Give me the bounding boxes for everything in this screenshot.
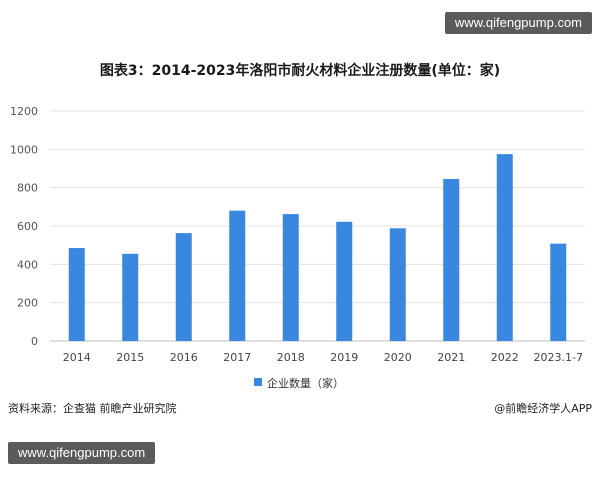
y-tick-label: 200 xyxy=(17,297,38,310)
bar xyxy=(175,233,192,341)
y-tick-label: 1200 xyxy=(10,105,38,118)
gridlines xyxy=(50,110,585,342)
bar xyxy=(336,221,353,341)
x-tick-label: 2023.1-7 xyxy=(534,351,583,364)
watermark-bottom: www.qifengpump.com xyxy=(8,442,156,464)
x-tick-label: 2018 xyxy=(277,351,305,364)
y-tick-label: 0 xyxy=(31,335,38,348)
x-tick-label: 2017 xyxy=(223,351,251,364)
watermark-top: www.qifengpump.com xyxy=(444,12,592,34)
x-tick-label: 2015 xyxy=(116,351,144,364)
x-tick-label: 2020 xyxy=(384,351,412,364)
bar xyxy=(122,253,139,341)
legend-swatch xyxy=(254,378,262,386)
x-tick-label: 2022 xyxy=(491,351,519,364)
bar xyxy=(229,210,246,341)
bar xyxy=(68,248,85,341)
legend-label: 企业数量（家） xyxy=(267,376,344,390)
y-tick-label: 1000 xyxy=(10,143,38,156)
bar xyxy=(496,154,513,341)
y-tick-label: 600 xyxy=(17,220,38,233)
x-tick-label: 2016 xyxy=(170,351,198,364)
bar xyxy=(443,179,460,341)
bar xyxy=(282,214,299,341)
chart-title: 图表3：2014-2023年洛阳市耐火材料企业注册数量(单位：家) xyxy=(99,63,501,79)
x-tick-label: 2021 xyxy=(437,351,465,364)
x-axis-ticks: 2014 2015 2016 2017 2018 2019 2020 2021 2022 2023… xyxy=(63,351,583,364)
source-note: 资料来源：企查猫 前瞻产业研究院 xyxy=(8,402,177,415)
legend: 企业数量（家） xyxy=(254,376,344,390)
y-tick-label: 800 xyxy=(17,182,38,195)
y-axis-ticks: 0 200 400 600 800 1000 1200 xyxy=(10,105,38,348)
x-tick-label: 2019 xyxy=(330,351,358,364)
credit-note: @前瞻经济学人APP xyxy=(494,402,592,415)
y-tick-label: 400 xyxy=(17,258,38,271)
x-tick-label: 2014 xyxy=(63,351,91,364)
bar xyxy=(389,228,406,341)
bar xyxy=(550,243,567,341)
bars xyxy=(68,154,567,341)
